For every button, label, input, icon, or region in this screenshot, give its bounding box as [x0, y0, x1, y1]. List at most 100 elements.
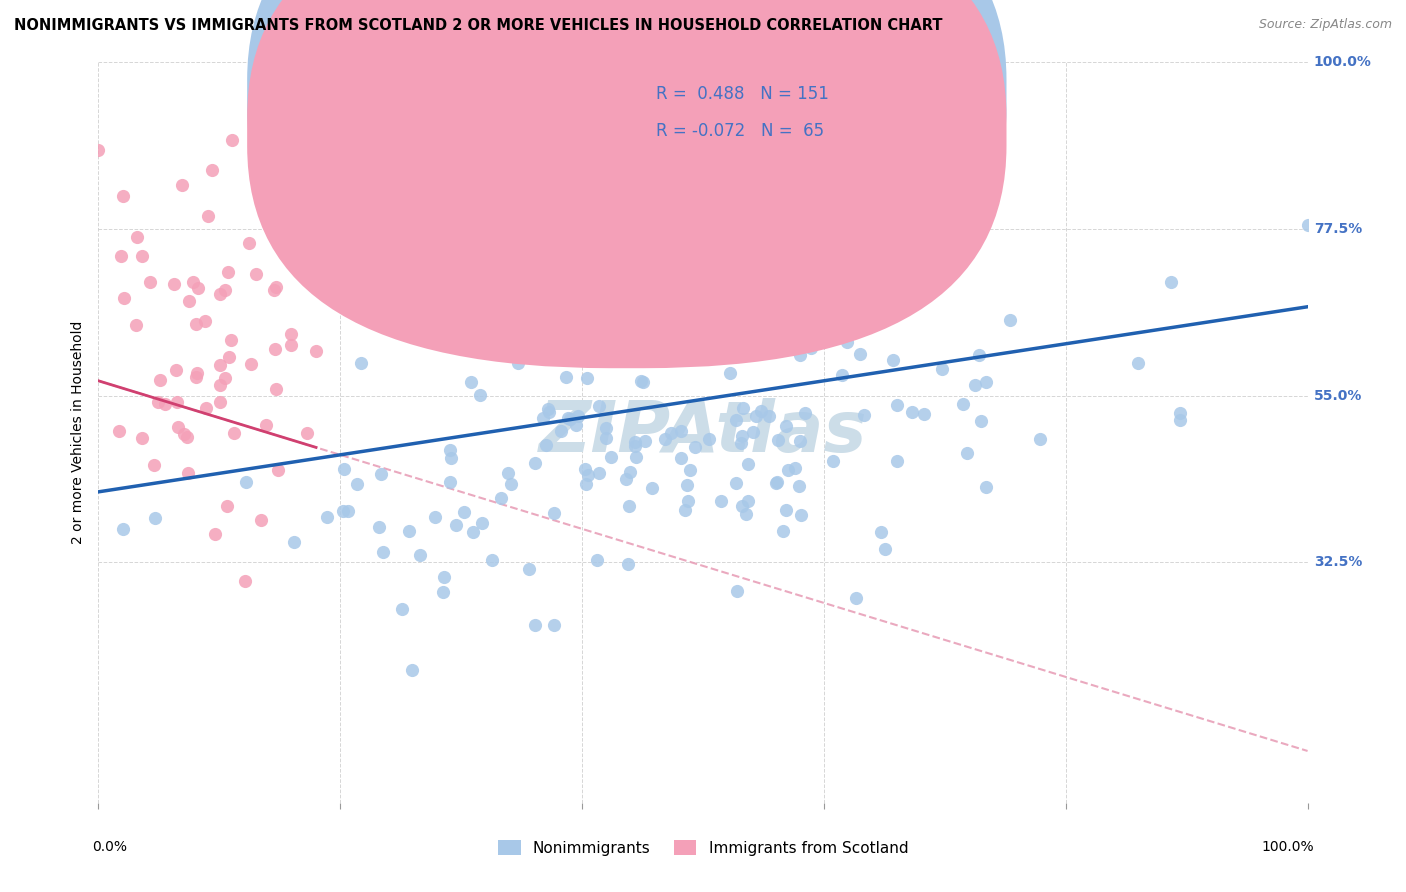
Point [730, 435, 752, 450]
Point [547, 341, 569, 355]
Point [263, 284, 285, 298]
Text: 100.0%: 100.0% [1313, 55, 1371, 70]
Point [900, 405, 922, 419]
Text: 55.0%: 55.0% [1313, 389, 1362, 402]
Point [209, 359, 232, 373]
Point [550, 424, 572, 438]
Text: Source: ZipAtlas.com: Source: ZipAtlas.com [1258, 18, 1392, 31]
Point [264, 280, 287, 294]
Point [567, 409, 589, 423]
FancyBboxPatch shape [247, 0, 1007, 368]
Point [624, 439, 647, 453]
Point [886, 398, 908, 412]
Point [877, 276, 900, 290]
Point [208, 286, 231, 301]
Text: NONIMMIGRANTS VS IMMIGRANTS FROM SCOTLAND 2 OR MORE VEHICLES IN HOUSEHOLD CORREL: NONIMMIGRANTS VS IMMIGRANTS FROM SCOTLAN… [14, 18, 942, 33]
Point [912, 408, 935, 422]
Point [214, 370, 236, 384]
Point [125, 318, 148, 332]
Point [768, 341, 790, 355]
Point [131, 431, 153, 445]
Point [683, 440, 706, 454]
Point [886, 453, 908, 467]
Point [333, 461, 356, 475]
Point [112, 291, 135, 305]
Point [844, 591, 866, 605]
Point [444, 517, 467, 532]
Point [555, 369, 578, 384]
Point [790, 508, 813, 523]
Point [269, 145, 291, 160]
Point [221, 133, 243, 147]
Point [796, 234, 818, 248]
Text: R = -0.072   N =  65: R = -0.072 N = 65 [655, 122, 824, 140]
Point [176, 430, 198, 444]
Point [194, 401, 217, 415]
Point [332, 504, 354, 518]
Point [880, 295, 903, 310]
Point [346, 477, 368, 491]
Point [235, 475, 257, 490]
Point [679, 463, 702, 477]
Point [1296, 219, 1319, 233]
Point [633, 376, 655, 390]
Point [575, 370, 598, 384]
Point [166, 395, 188, 409]
Point [931, 361, 953, 376]
Point [617, 499, 640, 513]
Point [523, 617, 546, 632]
Point [336, 504, 359, 518]
Point [139, 275, 162, 289]
Text: ZIPAtlas: ZIPAtlas [538, 398, 868, 467]
Point [974, 480, 997, 494]
Point [370, 467, 392, 481]
Point [209, 395, 232, 409]
Point [600, 450, 623, 464]
Point [453, 505, 475, 519]
Point [1168, 413, 1191, 427]
Point [1029, 433, 1052, 447]
Point [270, 114, 292, 128]
Point [564, 417, 586, 432]
Point [184, 370, 207, 384]
Point [875, 541, 897, 556]
Text: 0.0%: 0.0% [93, 840, 128, 854]
Point [534, 438, 557, 452]
Point [775, 419, 797, 434]
Point [536, 401, 558, 416]
Point [669, 424, 692, 438]
Point [263, 342, 285, 356]
Point [537, 405, 560, 419]
Point [775, 503, 797, 517]
Point [260, 153, 283, 167]
Point [148, 394, 170, 409]
Point [700, 344, 723, 359]
Point [718, 366, 741, 380]
Point [1126, 356, 1149, 370]
Point [187, 280, 209, 294]
Legend: Nonimmigrants, Immigrants from Scotland: Nonimmigrants, Immigrants from Scotland [492, 834, 914, 862]
FancyBboxPatch shape [600, 70, 897, 155]
Point [823, 454, 845, 468]
Point [970, 414, 993, 428]
Point [870, 525, 893, 540]
Point [967, 348, 990, 362]
Point [741, 425, 763, 439]
Point [671, 451, 693, 466]
Point [439, 442, 461, 457]
Point [350, 356, 373, 370]
Point [724, 476, 747, 491]
Point [391, 601, 413, 615]
Point [209, 378, 232, 392]
Point [783, 295, 806, 310]
Point [111, 522, 134, 536]
Point [737, 457, 759, 471]
Point [531, 410, 554, 425]
Point [316, 509, 339, 524]
Point [733, 401, 755, 415]
Point [440, 450, 463, 465]
Point [725, 583, 748, 598]
Point [832, 329, 855, 343]
Point [543, 618, 565, 632]
Point [789, 434, 811, 449]
